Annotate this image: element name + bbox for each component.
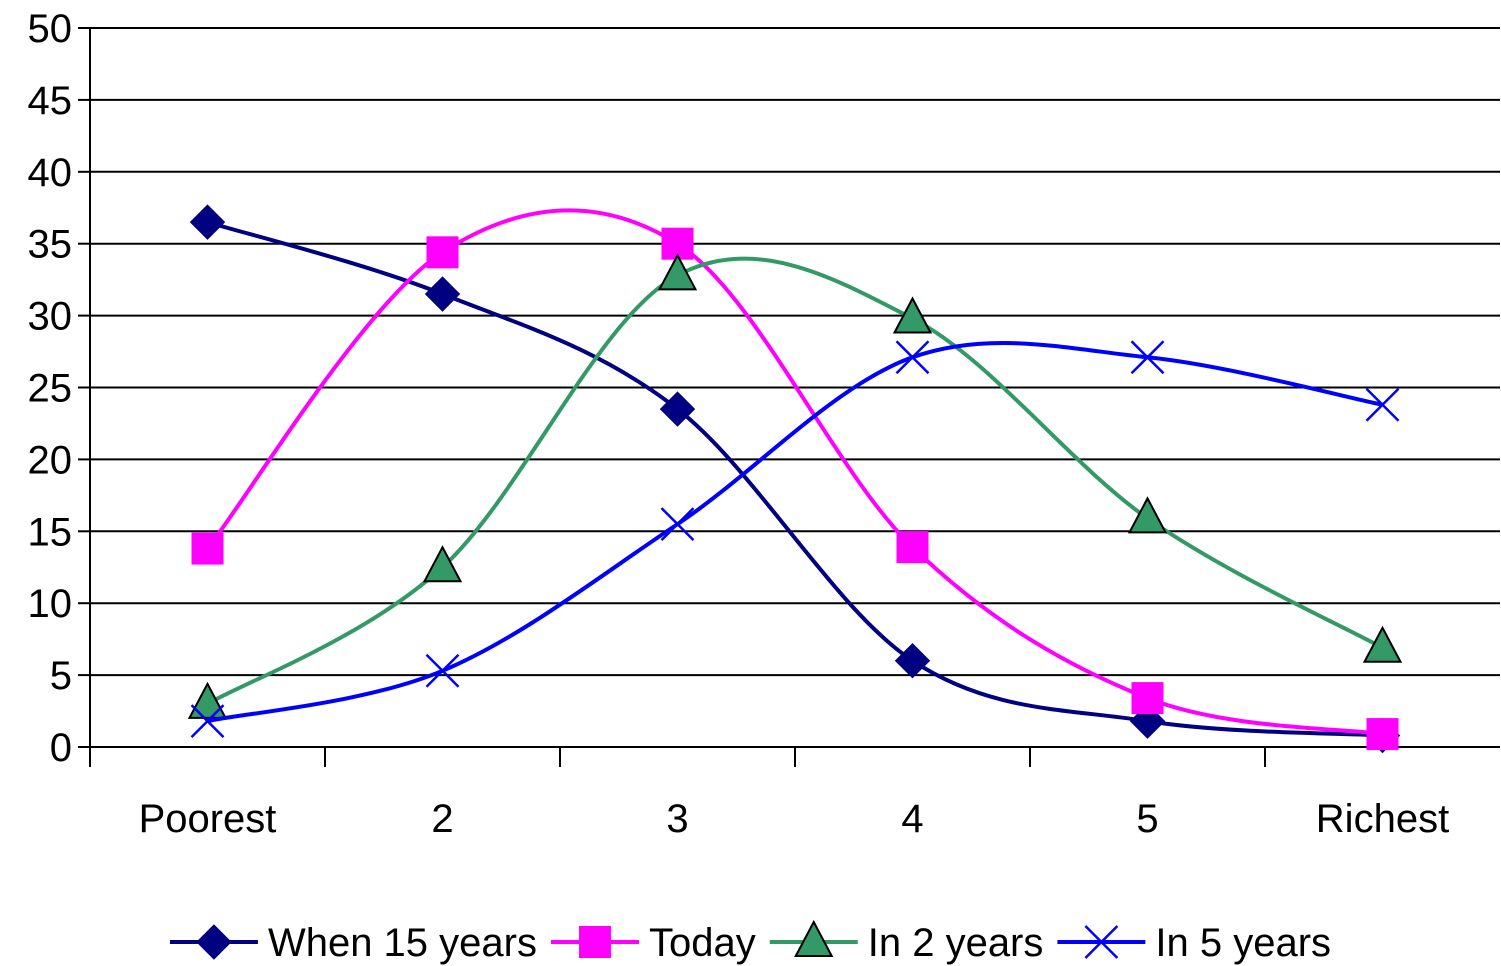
data-point-triangle bbox=[1362, 625, 1403, 663]
series-line bbox=[205, 208, 1383, 737]
data-point-triangle bbox=[1127, 496, 1168, 534]
legend-marker-triangle bbox=[794, 919, 834, 957]
data-point-diamond bbox=[894, 643, 931, 679]
data-point-x bbox=[1365, 387, 1400, 422]
legend-item: In 2 years bbox=[769, 919, 1044, 965]
y-tick-label: 40 bbox=[28, 151, 73, 195]
x-category-label: 5 bbox=[1136, 797, 1158, 841]
series-lines bbox=[187, 204, 1403, 754]
x-axis-category-labels: Poorest 2 3 4 5 Richest bbox=[139, 797, 1450, 841]
gridlines bbox=[90, 27, 1500, 677]
legend-label: When 15 years bbox=[268, 921, 537, 965]
x-category-label: Richest bbox=[1316, 797, 1449, 841]
data-point-triangle bbox=[187, 681, 228, 719]
axes bbox=[78, 27, 1500, 767]
x-category-label: 2 bbox=[431, 797, 453, 841]
data-point-triangle bbox=[657, 253, 698, 291]
data-point-x bbox=[1130, 340, 1165, 375]
series-0 bbox=[189, 204, 1401, 754]
data-point-diamond bbox=[659, 391, 696, 427]
data-point-x bbox=[190, 704, 225, 738]
legend-marker-square bbox=[578, 926, 611, 958]
data-point-x bbox=[425, 653, 460, 688]
y-axis-tick-labels: 0 5 10 15 20 25 30 35 40 45 50 bbox=[28, 7, 73, 770]
y-tick-label: 15 bbox=[28, 510, 73, 554]
data-point-x bbox=[895, 340, 930, 375]
legend-marker-x bbox=[1084, 925, 1119, 959]
legend-label: In 2 years bbox=[868, 921, 1044, 965]
x-category-label: 3 bbox=[666, 797, 688, 841]
y-tick-label: 30 bbox=[28, 295, 73, 339]
data-point-diamond bbox=[424, 276, 461, 312]
legend-label: Today bbox=[649, 921, 756, 965]
y-tick-label: 5 bbox=[50, 654, 72, 698]
y-tick-label: 20 bbox=[28, 438, 73, 482]
legend: When 15 years Today In 2 years In 5 years bbox=[169, 919, 1331, 965]
series-1 bbox=[191, 208, 1399, 751]
data-point-square bbox=[1366, 718, 1399, 751]
x-category-label: 4 bbox=[901, 797, 923, 841]
data-point-square bbox=[426, 236, 459, 269]
data-point-x bbox=[660, 507, 695, 541]
data-point-square bbox=[896, 531, 929, 564]
data-point-square bbox=[1131, 682, 1164, 715]
series-3 bbox=[190, 340, 1400, 738]
data-point-square bbox=[191, 532, 224, 565]
legend-item: Today bbox=[550, 921, 756, 965]
y-tick-label: 25 bbox=[28, 367, 73, 411]
legend-item: When 15 years bbox=[169, 921, 537, 965]
data-point-diamond bbox=[189, 204, 226, 240]
y-tick-label: 50 bbox=[28, 7, 73, 51]
y-tick-label: 10 bbox=[28, 582, 73, 626]
series-line bbox=[206, 256, 1384, 706]
y-tick-label: 35 bbox=[28, 223, 73, 267]
y-tick-label: 45 bbox=[28, 79, 73, 123]
x-category-label: Poorest bbox=[139, 797, 277, 841]
series-line bbox=[206, 220, 1383, 738]
series-2 bbox=[187, 253, 1403, 719]
y-tick-label: 0 bbox=[50, 726, 72, 770]
series-line bbox=[207, 340, 1383, 724]
data-point-triangle bbox=[422, 545, 463, 583]
legend-marker-diamond bbox=[196, 924, 232, 960]
legend-label: In 5 years bbox=[1155, 921, 1331, 965]
data-point-triangle bbox=[892, 296, 933, 334]
legend-item: In 5 years bbox=[1057, 921, 1331, 965]
